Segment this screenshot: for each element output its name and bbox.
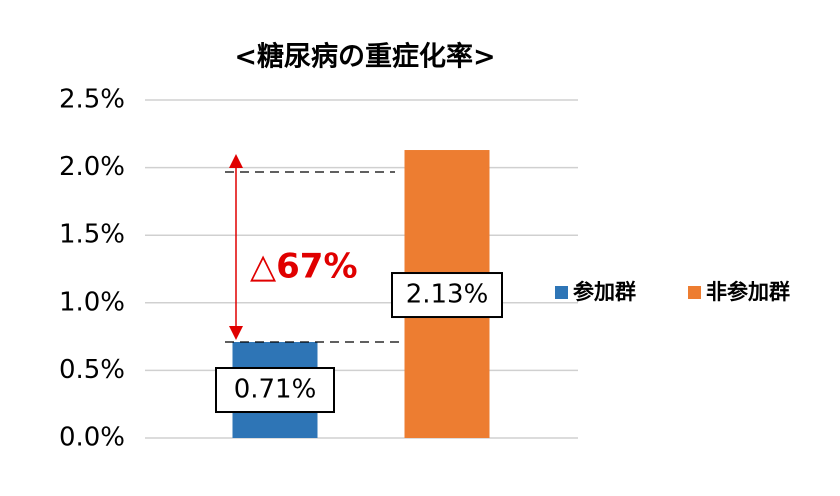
- arrow-head: [229, 154, 243, 169]
- y-tick-label: 2.5%: [59, 85, 125, 115]
- chart-title: <糖尿病の重症化率>: [234, 41, 495, 73]
- y-tick-label: 0.0%: [59, 423, 125, 453]
- value-label-box: [391, 272, 503, 319]
- y-tick-label: 1.0%: [59, 287, 125, 317]
- legend-swatch: [555, 286, 568, 299]
- y-tick-label: 2.0%: [59, 152, 125, 182]
- annotation: △67%: [250, 247, 358, 287]
- value-label: 0.71%: [234, 375, 317, 405]
- y-tick-label: 1.5%: [59, 220, 125, 250]
- value-label-box: [215, 367, 335, 414]
- legend-label: 参加群: [573, 280, 636, 304]
- arrow-head: [229, 326, 243, 341]
- y-tick-label: 0.5%: [59, 355, 125, 385]
- legend-swatch: [688, 286, 701, 299]
- legend-label: 非参加群: [706, 280, 790, 304]
- value-label: 2.13%: [406, 280, 489, 310]
